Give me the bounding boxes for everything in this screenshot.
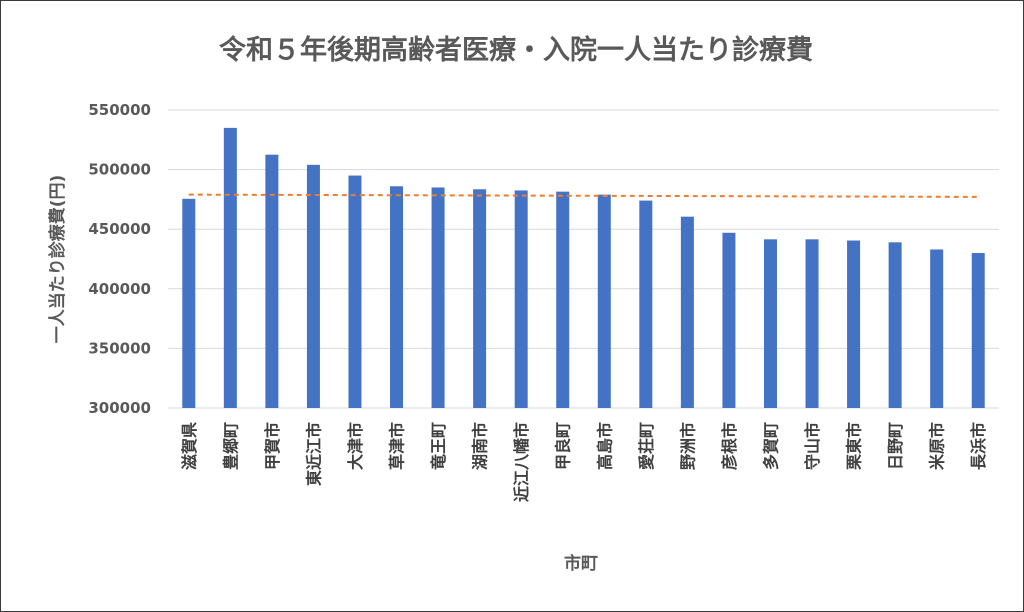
x-category-label: 守山市 bbox=[803, 422, 822, 470]
x-category-label: 野洲市 bbox=[678, 422, 697, 470]
bar bbox=[473, 189, 487, 408]
bar bbox=[888, 242, 902, 408]
bar bbox=[348, 175, 362, 408]
x-category-label: 草津市 bbox=[388, 422, 407, 470]
bar bbox=[930, 249, 944, 408]
trend-line bbox=[188, 193, 979, 198]
y-axis-ticks: 300000 350000 400000 450000 500000 550000 bbox=[88, 101, 151, 417]
bar bbox=[265, 154, 279, 408]
bar bbox=[514, 190, 528, 408]
y-tick-label: 400000 bbox=[88, 280, 151, 298]
x-axis-categories: 滋賀県 豊郷町 甲賀市 東近江市 大津市 草津市 竜王町 湖南市 近江八幡市 甲良町 高島市 愛荘町 野… bbox=[180, 422, 988, 502]
bar bbox=[680, 216, 694, 408]
bar bbox=[223, 127, 237, 408]
x-category-label: 栗東市 bbox=[845, 422, 864, 470]
bar bbox=[556, 191, 570, 408]
x-category-label: 甲良町 bbox=[554, 422, 573, 470]
y-tick-label: 450000 bbox=[88, 220, 151, 238]
x-category-label: 愛荘町 bbox=[637, 422, 656, 470]
bar bbox=[722, 232, 736, 408]
bar bbox=[597, 194, 611, 408]
bar bbox=[763, 239, 777, 408]
bar bbox=[971, 253, 985, 408]
x-category-label: 近江八幡市 bbox=[512, 422, 531, 502]
x-category-label: 東近江市 bbox=[304, 422, 323, 486]
y-axis-title: 一人当たり診療費(円) bbox=[47, 175, 68, 344]
x-category-label: 彦根市 bbox=[720, 422, 739, 470]
x-category-label: 大津市 bbox=[346, 422, 365, 470]
x-category-label: 湖南市 bbox=[471, 422, 490, 470]
bar-series bbox=[182, 127, 985, 408]
bar bbox=[431, 187, 445, 408]
bar bbox=[639, 200, 653, 408]
bar bbox=[306, 164, 320, 408]
gridlines bbox=[168, 109, 999, 409]
x-category-label: 滋賀県 bbox=[180, 422, 199, 470]
chart-title: 令和５年後期高齢者医療・入院一人当たり診療費 bbox=[219, 34, 813, 66]
x-category-label: 豊郷町 bbox=[221, 422, 240, 470]
trend-line-series bbox=[188, 193, 979, 198]
y-tick-label: 300000 bbox=[88, 399, 151, 417]
x-category-label: 甲賀市 bbox=[263, 422, 282, 470]
bar bbox=[182, 198, 196, 408]
bar bbox=[847, 240, 861, 408]
y-tick-label: 500000 bbox=[88, 161, 151, 179]
x-category-label: 日野町 bbox=[886, 422, 905, 470]
x-category-label: 米原市 bbox=[928, 422, 947, 470]
bar bbox=[805, 239, 819, 408]
x-category-label: 高島市 bbox=[595, 422, 614, 470]
y-tick-label: 350000 bbox=[88, 339, 151, 357]
y-tick-label: 550000 bbox=[88, 101, 151, 119]
x-axis-title: 市町 bbox=[564, 553, 598, 574]
x-category-label: 多賀町 bbox=[761, 422, 780, 470]
bar bbox=[390, 186, 404, 408]
x-category-label: 竜王町 bbox=[429, 422, 448, 470]
x-category-label: 長浜市 bbox=[969, 422, 988, 470]
